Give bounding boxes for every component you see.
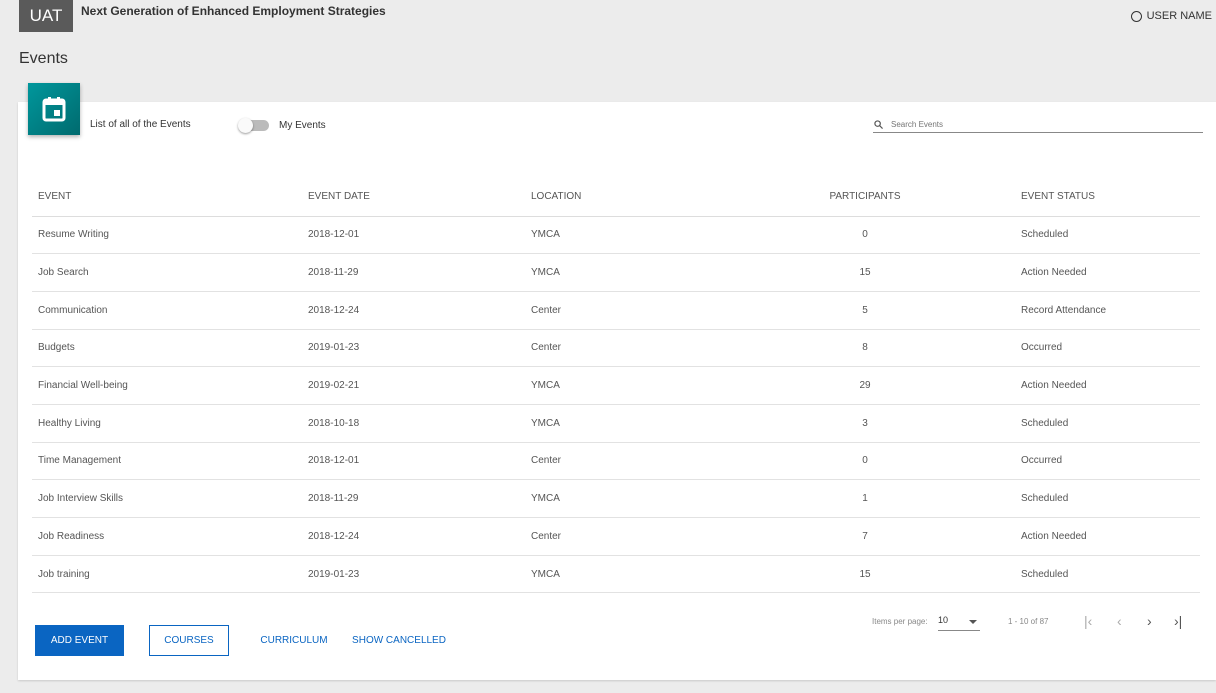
first-page-icon[interactable]: |‹ xyxy=(1084,613,1093,629)
event-name: Job Readiness xyxy=(32,517,302,556)
event-date: 2019-02-21 xyxy=(302,366,525,405)
table-row[interactable]: Job training 2019-01-23 YMCA 15 Scheduled xyxy=(32,555,1200,594)
next-page-icon[interactable]: › xyxy=(1147,613,1152,629)
event-name: Job Interview Skills xyxy=(32,479,302,518)
event-name: Budgets xyxy=(32,329,302,368)
search-input[interactable] xyxy=(891,119,1203,129)
page-title: Events xyxy=(19,50,68,67)
event-location: Center xyxy=(525,329,715,368)
event-name: Communication xyxy=(32,291,302,330)
table-row[interactable]: Time Management 2018-12-01 Center 0 Occurred xyxy=(32,442,1200,481)
event-name: Time Management xyxy=(32,442,302,481)
col-status[interactable]: EVENT STATUS xyxy=(1015,178,1200,217)
col-date[interactable]: EVENT DATE xyxy=(302,178,525,217)
list-subtitle: List of all of the Events xyxy=(90,119,191,130)
add-event-button[interactable]: ADD EVENT xyxy=(35,625,124,656)
event-date: 2018-12-24 xyxy=(302,517,525,556)
event-participants: 15 xyxy=(715,555,1015,594)
event-name: Healthy Living xyxy=(32,404,302,443)
page-size-value: 10 xyxy=(938,615,949,625)
table-row[interactable]: Resume Writing 2018-12-01 YMCA 0 Scheduled xyxy=(32,216,1200,255)
event-location: YMCA xyxy=(525,253,715,292)
event-location: YMCA xyxy=(525,216,715,255)
event-name: Resume Writing xyxy=(32,216,302,255)
prev-page-icon[interactable]: ‹ xyxy=(1117,613,1122,629)
event-participants: 7 xyxy=(715,517,1015,556)
search-field[interactable] xyxy=(873,116,1203,133)
event-participants: 29 xyxy=(715,366,1015,405)
event-date: 2019-01-23 xyxy=(302,329,525,368)
table-row[interactable]: Job Readiness 2018-12-24 Center 7 Action Nee… xyxy=(32,517,1200,556)
show-cancelled-button[interactable]: SHOW CANCELLED xyxy=(352,635,446,646)
event-location: Center xyxy=(525,517,715,556)
event-date: 2019-01-23 xyxy=(302,555,525,594)
items-per-page-label: Items per page: xyxy=(872,617,928,626)
event-date: 2018-12-24 xyxy=(302,291,525,330)
col-participants[interactable]: PARTICIPANTS xyxy=(715,178,1015,217)
event-date: 2018-12-01 xyxy=(302,442,525,481)
event-status: Scheduled xyxy=(1015,216,1200,255)
event-status: Scheduled xyxy=(1015,479,1200,518)
event-participants: 8 xyxy=(715,329,1015,368)
chevron-down-icon xyxy=(969,620,977,628)
table-row[interactable]: Healthy Living 2018-10-18 YMCA 3 Scheduled xyxy=(32,404,1200,443)
events-table: EVENT EVENT DATE LOCATION PARTICIPANTS E… xyxy=(32,178,1200,594)
col-event[interactable]: EVENT xyxy=(32,178,302,217)
event-date: 2018-11-29 xyxy=(302,479,525,518)
event-participants: 1 xyxy=(715,479,1015,518)
calendar-icon xyxy=(28,83,80,135)
app-title: Next Generation of Enhanced Employment S… xyxy=(81,4,386,18)
event-location: Center xyxy=(525,291,715,330)
event-status: Action Needed xyxy=(1015,517,1200,556)
event-date: 2018-10-18 xyxy=(302,404,525,443)
event-name: Job training xyxy=(32,555,302,594)
table-row[interactable]: Financial Well-being 2019-02-21 YMCA 29 Acti… xyxy=(32,366,1200,405)
event-participants: 0 xyxy=(715,442,1015,481)
my-events-toggle[interactable] xyxy=(238,118,269,133)
event-status: Action Needed xyxy=(1015,366,1200,405)
environment-badge: UAT xyxy=(19,0,73,32)
event-participants: 15 xyxy=(715,253,1015,292)
event-participants: 3 xyxy=(715,404,1015,443)
table-row[interactable]: Budgets 2019-01-23 Center 8 Occurred xyxy=(32,329,1200,368)
user-menu[interactable]: USER NAME xyxy=(1130,10,1212,22)
event-location: YMCA xyxy=(525,479,715,518)
event-status: Scheduled xyxy=(1015,555,1200,594)
page-size-select[interactable]: 10 xyxy=(938,615,980,631)
search-icon xyxy=(874,119,883,129)
user-icon xyxy=(1130,10,1142,22)
event-participants: 5 xyxy=(715,291,1015,330)
event-location: YMCA xyxy=(525,404,715,443)
event-location: YMCA xyxy=(525,366,715,405)
page-range: 1 - 10 of 87 xyxy=(1008,617,1049,626)
event-location: YMCA xyxy=(525,555,715,594)
last-page-icon[interactable]: ›| xyxy=(1174,613,1183,629)
col-location[interactable]: LOCATION xyxy=(525,178,715,217)
event-status: Scheduled xyxy=(1015,404,1200,443)
curriculum-button[interactable]: CURRICULUM xyxy=(260,635,328,646)
event-participants: 0 xyxy=(715,216,1015,255)
my-events-label: My Events xyxy=(279,120,326,131)
event-location: Center xyxy=(525,442,715,481)
table-row[interactable]: Job Search 2018-11-29 YMCA 15 Action Needed xyxy=(32,253,1200,292)
event-name: Job Search xyxy=(32,253,302,292)
event-name: Financial Well-being xyxy=(32,366,302,405)
table-row[interactable]: Job Interview Skills 2018-11-29 YMCA 1 Sched… xyxy=(32,479,1200,518)
event-date: 2018-12-01 xyxy=(302,216,525,255)
event-date: 2018-11-29 xyxy=(302,253,525,292)
event-status: Record Attendance xyxy=(1015,291,1200,330)
event-status: Occurred xyxy=(1015,442,1200,481)
user-name: USER NAME xyxy=(1146,10,1212,22)
courses-button[interactable]: COURSES xyxy=(149,625,229,656)
event-status: Action Needed xyxy=(1015,253,1200,292)
table-row[interactable]: Communication 2018-12-24 Center 5 Record Att… xyxy=(32,291,1200,330)
event-status: Occurred xyxy=(1015,329,1200,368)
